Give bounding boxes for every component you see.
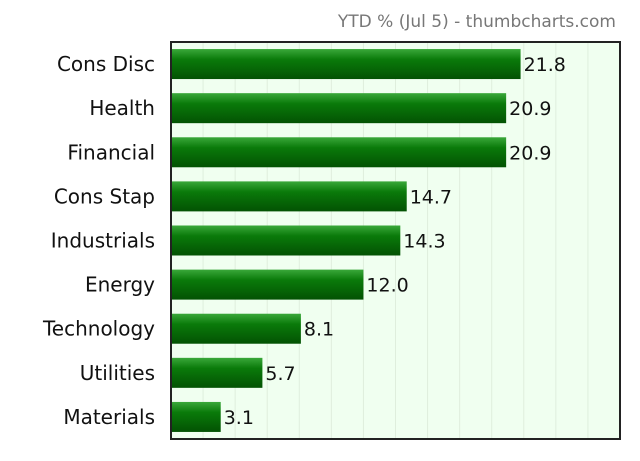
bar-cons-stap <box>172 181 407 212</box>
category-label: Materials <box>63 405 155 429</box>
category-label: Energy <box>85 273 155 297</box>
value-label: 12.0 <box>366 275 408 297</box>
bar-energy <box>172 269 364 300</box>
bar-industrials <box>172 225 401 256</box>
bar-health <box>172 93 507 124</box>
category-label: Technology <box>42 317 155 341</box>
bar-technology <box>172 313 301 344</box>
category-label: Health <box>89 96 155 120</box>
value-label: 20.9 <box>509 142 551 164</box>
category-label: Utilities <box>80 361 155 385</box>
category-label: Industrials <box>51 229 155 253</box>
value-label: 20.9 <box>509 98 551 120</box>
value-label: 21.8 <box>524 54 566 76</box>
bar-financial <box>172 137 507 168</box>
value-label: 14.7 <box>410 186 452 208</box>
value-label: 3.1 <box>224 407 254 429</box>
category-label: Cons Stap <box>54 184 155 208</box>
bar-cons-disc <box>172 49 521 80</box>
value-label: 5.7 <box>265 363 295 385</box>
bar-materials <box>172 401 221 432</box>
category-label: Financial <box>67 140 155 164</box>
value-label: 8.1 <box>304 319 334 341</box>
bar-utilities <box>172 357 263 388</box>
category-label: Cons Disc <box>57 52 155 76</box>
value-label: 14.3 <box>403 231 445 253</box>
chart-title: YTD % (Jul 5) - thumbcharts.com <box>337 12 616 32</box>
